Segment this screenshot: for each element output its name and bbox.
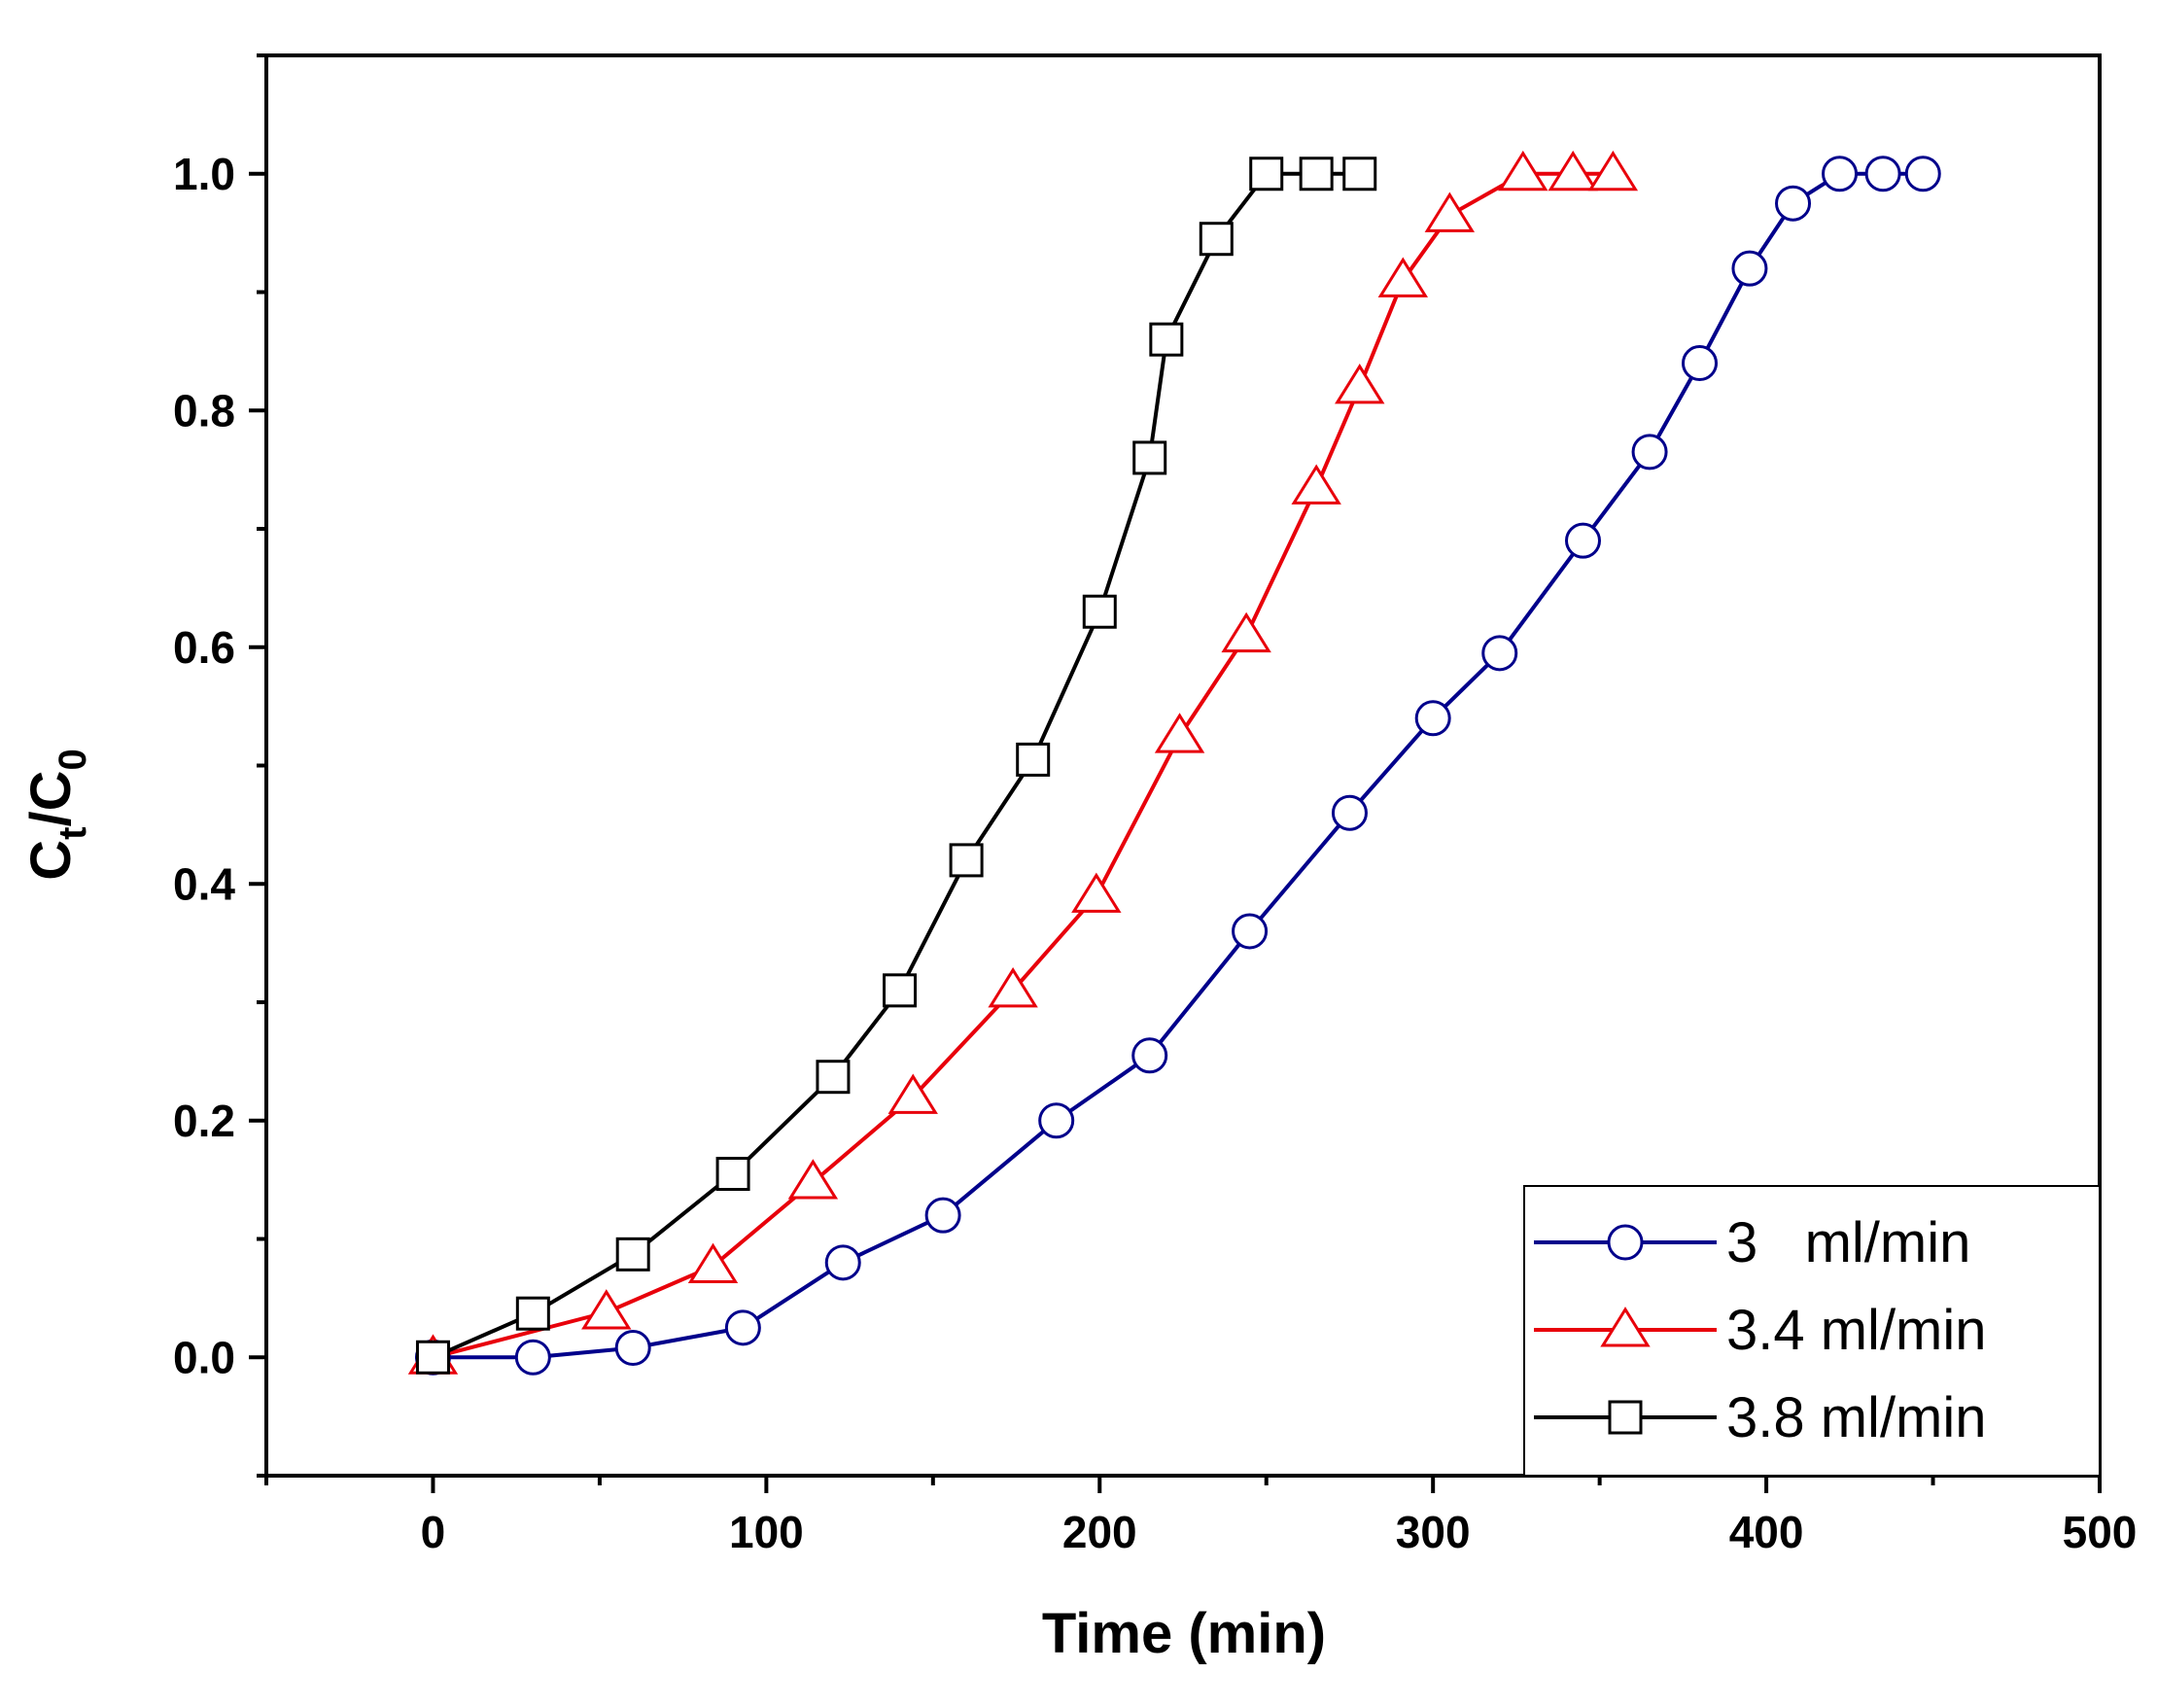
series-line — [432, 171, 1614, 1360]
data-point — [615, 1237, 650, 1272]
data-point — [883, 973, 918, 1008]
data-point — [1904, 156, 1941, 192]
legend-label: 3 ml/min — [1726, 1211, 1970, 1274]
x-tick-label: 500 — [2063, 1507, 2138, 1557]
data-point — [687, 1242, 739, 1284]
x-tick-label: 100 — [729, 1507, 804, 1557]
data-point — [1731, 250, 1768, 287]
legend-entry: 3.8 ml/min — [1534, 1386, 1987, 1449]
data-point — [1377, 257, 1429, 297]
data-point — [1682, 345, 1719, 382]
x-tick-label: 300 — [1396, 1507, 1471, 1557]
legend-label: 3.8 ml/min — [1726, 1386, 1987, 1449]
data-point — [1221, 611, 1271, 653]
data-point — [1232, 913, 1269, 950]
data-point — [1038, 1102, 1075, 1139]
data-point — [724, 1309, 761, 1346]
data-point — [1249, 157, 1284, 192]
y-tick-label: 0.6 — [173, 622, 235, 673]
data-point — [614, 1330, 651, 1367]
series-triangle — [407, 150, 1639, 1375]
y-tick-label: 0.0 — [173, 1332, 235, 1382]
data-point — [1132, 440, 1167, 475]
x-tick-label: 400 — [1729, 1507, 1804, 1557]
data-point — [1131, 1037, 1168, 1074]
data-point — [1299, 157, 1334, 192]
data-point — [1498, 150, 1548, 192]
x-tick-label: 200 — [1062, 1507, 1137, 1557]
data-point — [1071, 872, 1122, 913]
data-point — [887, 1073, 938, 1114]
data-point — [1154, 713, 1205, 753]
y-axis: 0.0 0.2 0.4 0.6 0.8 1.0 — [173, 53, 266, 1478]
data-point — [949, 843, 984, 878]
series-square — [415, 157, 1377, 1375]
data-point — [1587, 150, 1639, 192]
legend-marker — [1608, 1400, 1643, 1435]
y-tick-label: 0.4 — [173, 858, 235, 909]
y-tick-label: 1.0 — [173, 149, 235, 199]
data-point — [1335, 364, 1385, 404]
data-point — [816, 1060, 851, 1095]
data-point — [581, 1289, 632, 1330]
series-layer — [407, 150, 1941, 1376]
data-point — [1775, 185, 1812, 222]
data-point — [1016, 742, 1051, 777]
data-point — [1291, 464, 1341, 505]
data-point — [1342, 157, 1377, 192]
data-point — [1564, 522, 1601, 559]
data-point — [1864, 156, 1901, 192]
data-point — [787, 1159, 839, 1200]
data-point — [1149, 322, 1184, 357]
data-point — [1631, 434, 1668, 471]
data-point — [415, 1340, 450, 1375]
y-tick-label: 0.2 — [173, 1096, 235, 1146]
data-point — [1331, 794, 1368, 831]
data-point — [514, 1339, 551, 1376]
y-axis-title: Ct/C0 — [19, 749, 94, 880]
data-point — [1548, 150, 1598, 192]
x-axis: 0 100 200 300 400 500 — [264, 1476, 2138, 1557]
data-point — [715, 1157, 750, 1192]
data-point — [1082, 594, 1117, 629]
data-point — [824, 1244, 861, 1281]
legend-marker — [1600, 1307, 1651, 1347]
legend-entry: 3 ml/min — [1534, 1211, 1970, 1274]
legend-label: 3.4 ml/min — [1726, 1299, 1987, 1362]
x-axis-title: Time (min) — [1042, 1602, 1326, 1665]
data-point — [1414, 700, 1451, 737]
data-point — [1424, 192, 1476, 232]
legend: 3 ml/min 3.4 ml/min 3.8 ml/min — [1523, 1185, 2101, 1477]
legend-marker — [1607, 1224, 1644, 1261]
y-tick-label: 0.8 — [173, 385, 235, 436]
data-point — [924, 1197, 961, 1234]
data-point — [1199, 222, 1234, 257]
data-point — [1822, 156, 1859, 192]
series-line — [432, 171, 1360, 1360]
x-tick-label: 0 — [421, 1507, 446, 1557]
legend-entry: 3.4 ml/min — [1534, 1299, 1987, 1362]
data-point — [988, 966, 1038, 1008]
data-point — [515, 1296, 550, 1331]
data-point — [1481, 635, 1518, 672]
